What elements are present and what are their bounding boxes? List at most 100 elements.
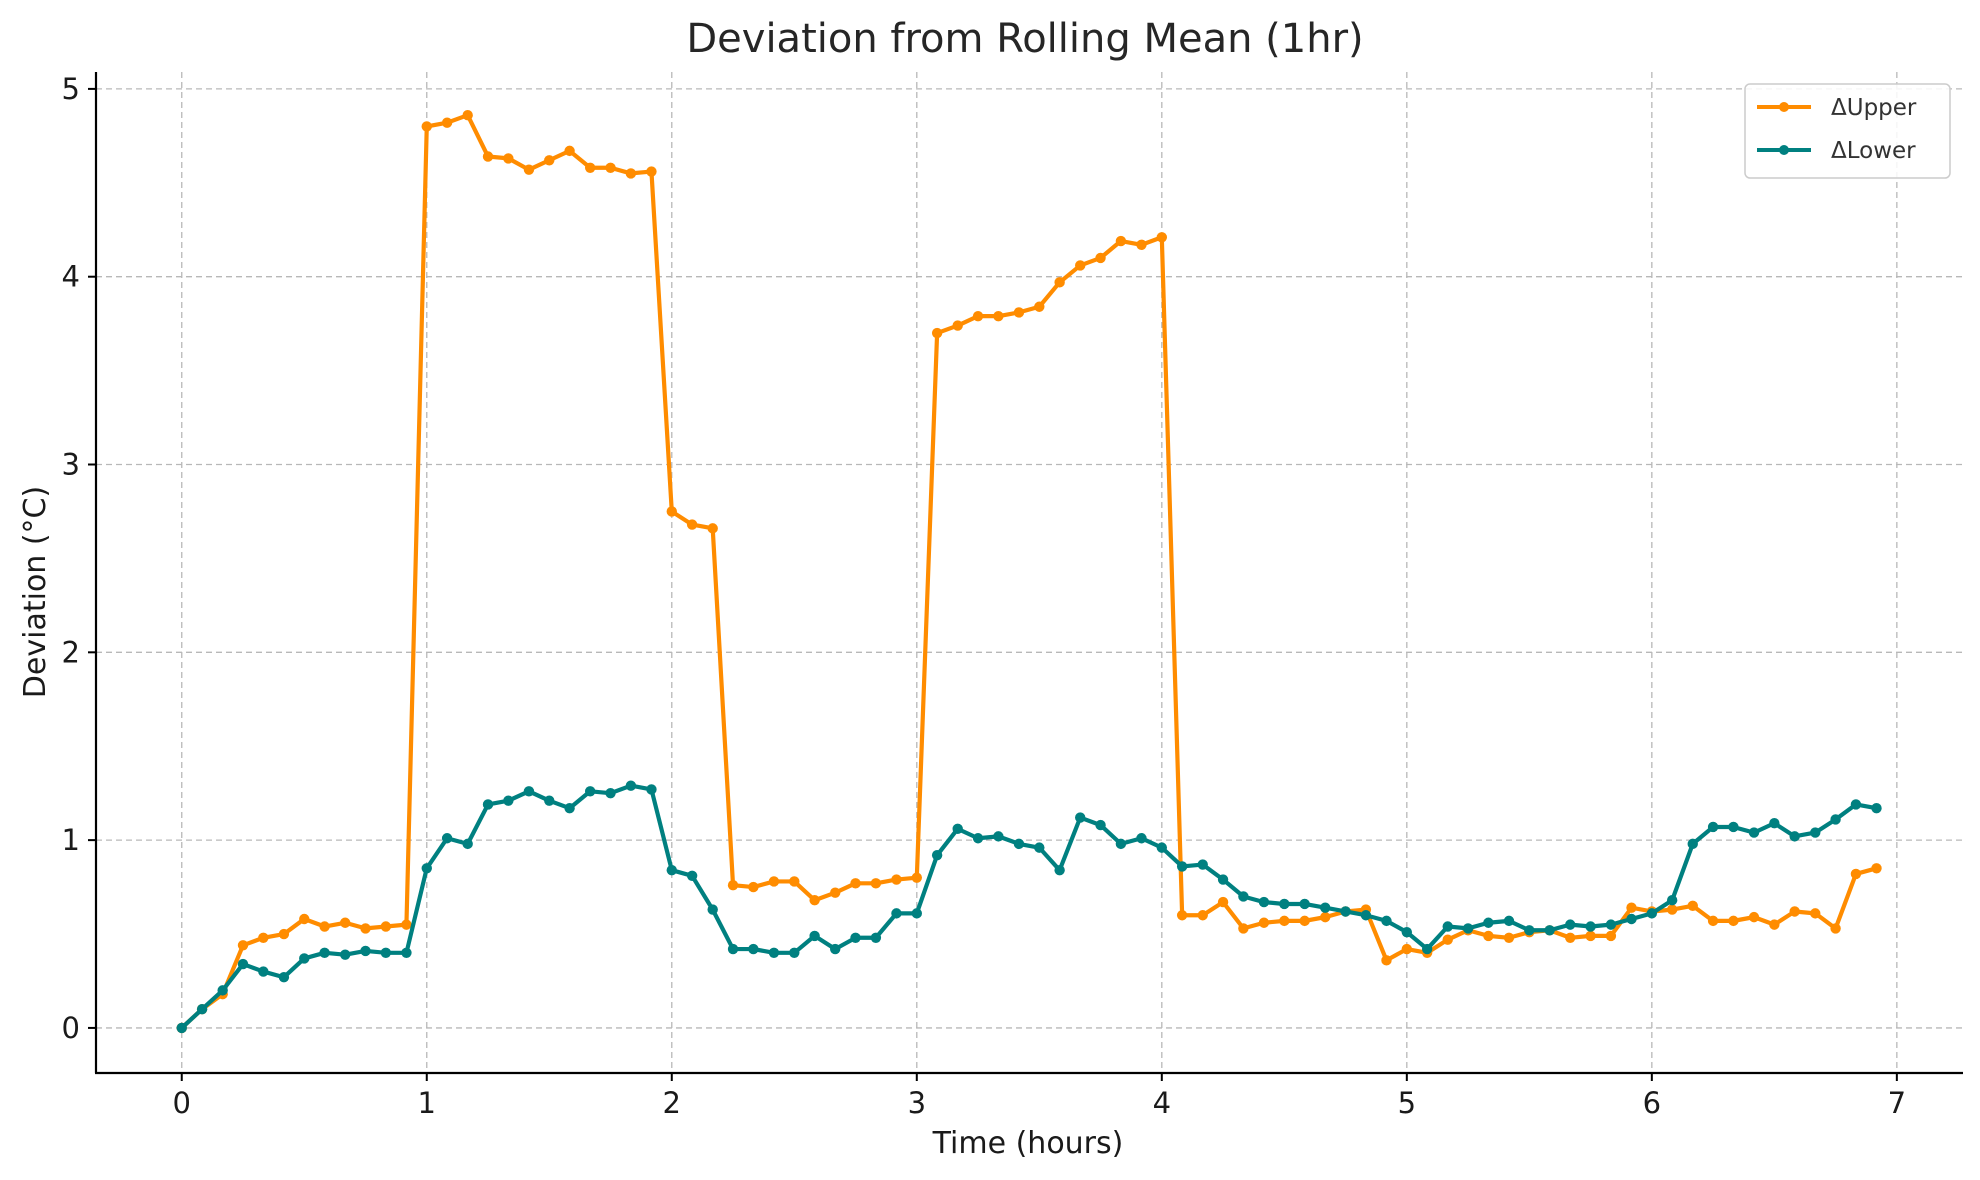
data-point-lower xyxy=(891,908,902,919)
chart-title: Deviation from Rolling Mean (1hr) xyxy=(686,16,1363,62)
series-line-lower xyxy=(179,783,1879,1031)
data-point-upper xyxy=(972,310,984,322)
data-point-lower xyxy=(1075,812,1086,823)
data-point-upper xyxy=(911,872,922,883)
data-point-upper xyxy=(870,878,882,889)
x-tick-label: 1 xyxy=(418,1086,436,1120)
series-upper xyxy=(176,109,1882,1034)
y-tick-label: 1 xyxy=(62,823,80,857)
data-point-upper xyxy=(1054,277,1065,288)
data-point-lower xyxy=(544,795,555,806)
data-point-upper xyxy=(686,519,698,530)
axes xyxy=(94,72,1963,1075)
data-point-lower xyxy=(1442,921,1453,932)
data-point-lower xyxy=(1340,906,1351,917)
data-point-lower xyxy=(523,786,535,797)
data-point-lower xyxy=(931,849,943,861)
tick-group: 0 1 2 3 4 5 6 7 0 1 2 3 4 5 xyxy=(62,72,1907,1120)
data-point-upper xyxy=(1013,307,1025,318)
data-point-upper xyxy=(258,932,269,943)
series-lower xyxy=(176,780,1882,1034)
data-point-upper xyxy=(952,320,963,331)
data-point-lower xyxy=(1197,859,1208,870)
data-point-upper xyxy=(1687,900,1698,912)
data-point-upper xyxy=(850,878,861,889)
data-point-upper xyxy=(1279,915,1290,927)
data-point-upper xyxy=(727,879,739,891)
data-point-lower xyxy=(1666,895,1678,906)
series-group xyxy=(176,109,1882,1034)
data-point-upper xyxy=(748,881,759,893)
legend-marker-lower xyxy=(1779,145,1789,155)
data-point-lower xyxy=(1748,827,1760,838)
data-point-lower xyxy=(952,823,963,835)
data-point-lower xyxy=(1687,838,1698,850)
data-point-upper xyxy=(1381,955,1392,966)
data-point-upper xyxy=(462,109,473,121)
data-point-upper xyxy=(1442,934,1453,945)
data-point-upper xyxy=(544,155,555,166)
legend-label-upper: ΔUpper xyxy=(1831,95,1917,121)
data-point-upper xyxy=(482,151,494,162)
data-point-upper xyxy=(1217,896,1229,908)
x-tick-label: 0 xyxy=(173,1086,191,1120)
data-point-lower xyxy=(1830,814,1841,825)
x-tick-label: 6 xyxy=(1643,1086,1661,1120)
data-point-lower xyxy=(707,904,718,915)
data-point-lower xyxy=(768,947,780,959)
data-point-lower xyxy=(1156,842,1168,853)
y-tick-label: 2 xyxy=(62,635,80,669)
data-point-upper xyxy=(1176,910,1188,921)
y-tick-label: 4 xyxy=(62,260,80,294)
data-point-upper xyxy=(1605,930,1617,942)
data-point-upper xyxy=(1258,917,1270,928)
x-tick-label: 2 xyxy=(663,1086,681,1120)
data-point-lower xyxy=(1258,896,1270,908)
data-point-lower xyxy=(686,870,698,882)
data-point-upper xyxy=(768,876,780,887)
data-point-lower xyxy=(1605,919,1617,930)
data-point-lower xyxy=(972,833,984,844)
data-point-upper xyxy=(1871,863,1882,874)
data-point-lower xyxy=(1462,923,1474,934)
data-point-lower xyxy=(299,953,310,964)
data-point-lower xyxy=(380,947,392,959)
data-point-upper xyxy=(1850,868,1862,880)
data-point-lower xyxy=(1115,838,1127,850)
data-point-lower xyxy=(727,943,739,955)
data-point-lower xyxy=(1013,838,1025,850)
x-axis-label: Time (hours) xyxy=(932,1126,1124,1161)
data-point-lower xyxy=(1381,915,1392,927)
data-point-lower xyxy=(564,802,575,814)
data-point-upper xyxy=(401,919,412,930)
legend-marker-upper xyxy=(1779,102,1789,112)
x-tick-label: 4 xyxy=(1153,1086,1171,1120)
data-point-lower xyxy=(1176,861,1188,872)
legend: ΔUpper ΔLower xyxy=(1744,83,1951,179)
y-tick-label: 5 xyxy=(62,72,80,106)
data-point-upper xyxy=(1707,915,1719,927)
data-point-lower xyxy=(1421,943,1433,955)
data-point-upper xyxy=(1095,252,1106,264)
data-point-upper xyxy=(1565,932,1576,943)
data-point-upper xyxy=(1483,930,1494,942)
data-point-lower xyxy=(1728,821,1739,833)
data-point-lower xyxy=(1238,891,1249,902)
data-point-lower xyxy=(748,943,759,955)
data-point-lower xyxy=(1299,898,1310,910)
data-point-upper xyxy=(1238,923,1249,934)
data-point-upper xyxy=(646,166,657,177)
data-point-upper xyxy=(1320,911,1331,923)
data-point-upper xyxy=(1115,235,1127,247)
data-point-lower xyxy=(421,863,432,874)
data-point-lower xyxy=(1360,910,1372,921)
data-point-upper xyxy=(299,913,310,925)
data-point-upper xyxy=(707,523,718,534)
data-point-lower xyxy=(176,1022,187,1034)
data-point-upper xyxy=(1156,232,1168,243)
data-point-lower xyxy=(1279,898,1290,910)
data-point-lower xyxy=(278,972,290,983)
x-tick-label: 3 xyxy=(908,1086,926,1120)
y-axis-label: Deviation (°C) xyxy=(18,486,53,698)
data-point-lower xyxy=(1769,818,1780,829)
